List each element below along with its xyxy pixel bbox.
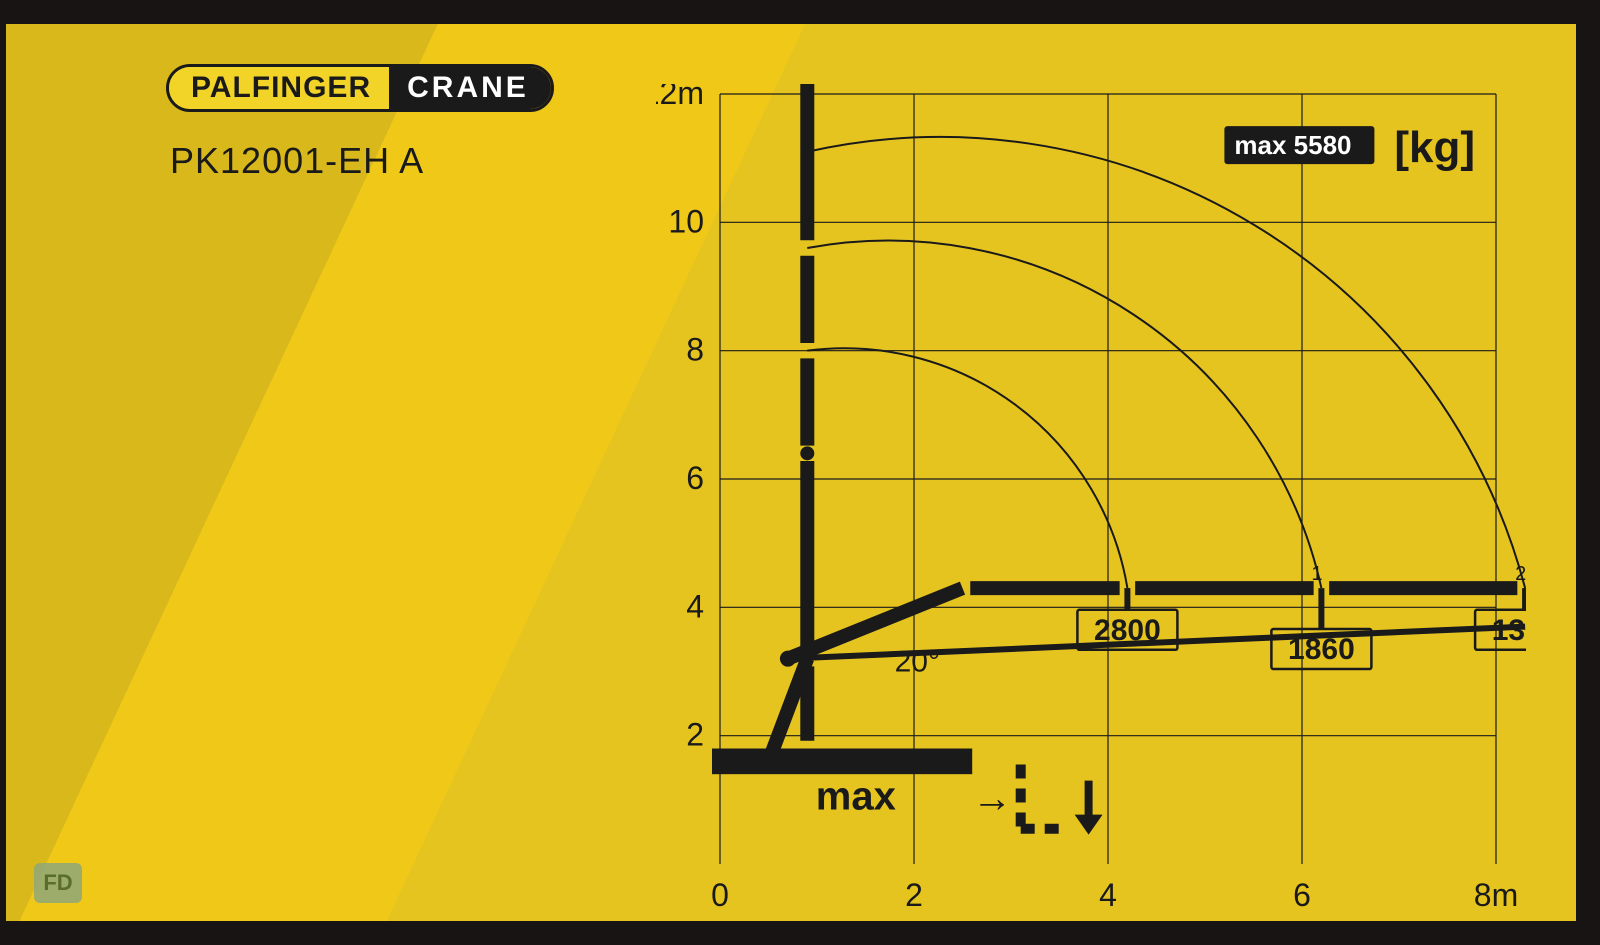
x-tick: 0: [711, 877, 729, 913]
brand-logo-left: PALFINGER: [169, 67, 389, 109]
capacity-value: 2800: [1094, 614, 1161, 647]
extension-index: 2: [1515, 563, 1526, 585]
extension-index: 1: [1311, 563, 1322, 585]
capacity-value: 1860: [1288, 633, 1355, 666]
arrow-right-icon: →: [972, 776, 1012, 820]
x-tick: 8m: [1474, 877, 1518, 913]
y-tick: 4: [686, 588, 704, 624]
load-chart: 0 2 4 6 8m 2 4 6 8 10 12m max 5580 [kg] 20° 2800 1860 1 1…: [656, 84, 1526, 924]
y-tick: 10: [668, 203, 704, 239]
model-number: PK12001-EH A: [170, 140, 424, 182]
x-tick: 2: [905, 877, 923, 913]
brand-logo-right: CRANE: [389, 67, 551, 109]
angle-label: 20°: [895, 646, 940, 679]
y-tick: 8: [686, 332, 704, 368]
boom-knuckle-dot: [800, 446, 814, 460]
max-capacity-label: max 5580: [1234, 130, 1351, 160]
arrow-down-icon: [1075, 815, 1103, 835]
brand-logo: PALFINGER CRANE: [166, 64, 554, 112]
x-tick: 4: [1099, 877, 1117, 913]
y-tick: 12m: [656, 84, 704, 111]
reach-arc: [807, 137, 1525, 588]
capacity-value: 1380: [1492, 614, 1526, 647]
crane-base: [712, 749, 972, 775]
reach-arc: [807, 348, 1127, 588]
x-tick: 6: [1293, 877, 1311, 913]
y-tick: 6: [686, 460, 704, 496]
max-outrigger-label: max: [816, 774, 896, 818]
y-tick: 2: [686, 717, 704, 753]
reach-arc: [807, 241, 1321, 589]
fd-watermark: FD: [34, 863, 82, 903]
kg-unit: [kg]: [1394, 123, 1475, 172]
